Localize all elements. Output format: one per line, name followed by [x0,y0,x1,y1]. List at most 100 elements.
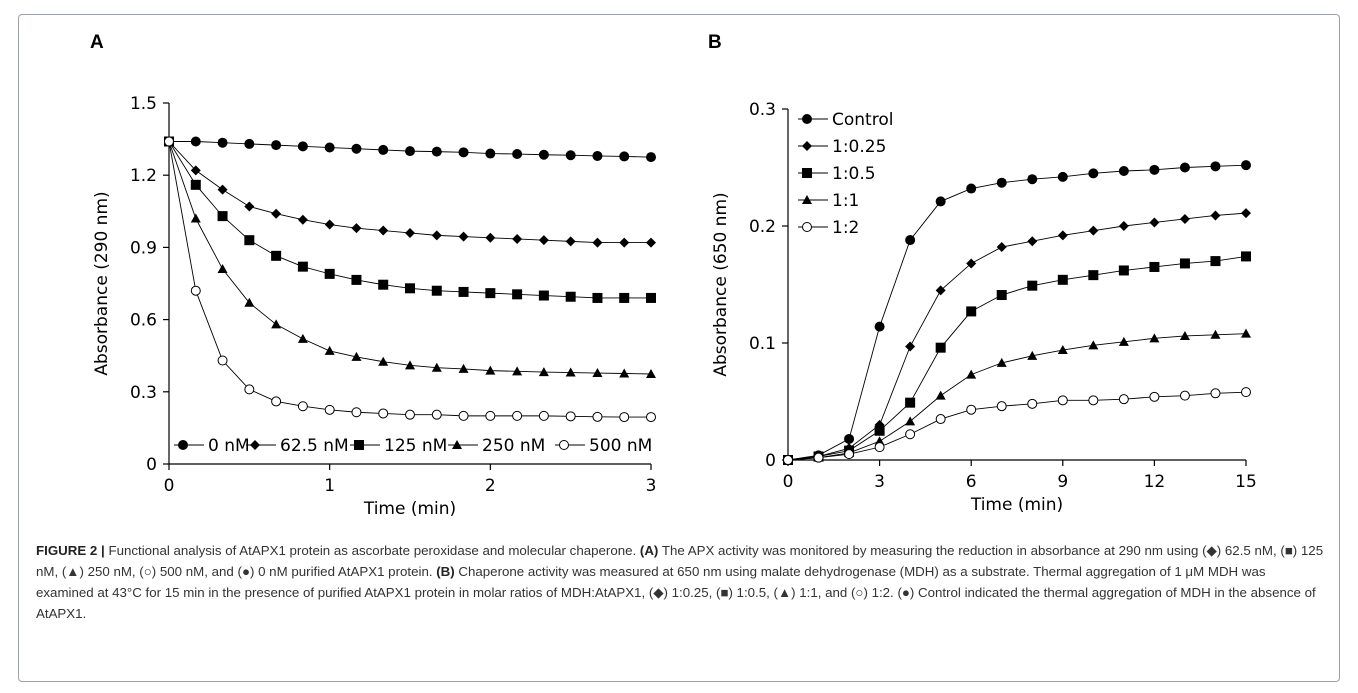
chart-b-x-tick-label: 6 [966,472,977,492]
chart-a-data-point [218,264,228,273]
chart-a-data-point [539,291,549,301]
chart-b-data-point [1149,165,1159,175]
chart-a-data-point [271,251,281,261]
chart-a-data-point [459,287,469,297]
chart-a-data-point [271,140,281,150]
chart-a-data-point [512,149,522,159]
chart-b-data-point [1241,160,1251,170]
chart-b-data-point [966,306,976,316]
chart-b-data-point [1058,396,1067,405]
chart-a-data-point [566,150,576,160]
chart-a-data-point [485,288,495,298]
chart-b-legend-label: 1:0.5 [832,164,876,184]
chart-a-series [164,137,656,163]
chart-b-data-point [1058,172,1068,182]
chart-a-data-point [191,214,201,223]
chart-a-data-point [379,409,388,418]
chart-b-data-point [997,290,1007,300]
chart-a-series [164,137,656,378]
chart-a-data-point [351,223,361,233]
chart-b-x-tick-label: 9 [1057,472,1068,492]
chart-a-data-point [619,293,629,303]
chart-b-legend-marker [802,168,812,178]
chart-a-data-point [244,139,254,149]
chart-a-legend-marker [178,440,188,450]
chart-b-data-point [1089,396,1098,405]
chart-b-data-point [1028,399,1037,408]
chart-a-data-point [244,298,254,307]
chart-a-legend-marker [250,440,260,450]
chart-b-data-point [1242,388,1251,397]
chart-b-data-point [845,450,854,459]
chart-a-data-point [646,152,656,162]
chart-a-series-line [169,142,651,298]
chart-b-data-point [905,416,915,425]
chart-b-data-point [906,430,915,439]
chart-b-data-point [1027,236,1037,246]
panel-label-a: A [90,32,104,53]
chart-a-data-point [592,293,602,303]
chart-a-data-point [485,233,495,243]
chart-a-series-line [169,142,651,418]
chart-b-legend-label: Control [832,110,893,130]
chart-a-data-point [539,150,549,160]
chart-b-data-point [1119,166,1129,176]
chart-a-data-point [245,385,254,394]
chart-a-data-point [539,235,549,245]
chart-b-data-point [1210,161,1220,171]
chart-a-data-point [539,411,548,420]
chart-a-legend-marker [354,440,364,450]
chart-a-data-point [486,411,495,420]
chart-b-series [784,388,1251,465]
chart-a-data-point [592,238,602,248]
panel-label-b: B [708,32,722,53]
chart-b-data-point [875,443,884,452]
chart-a-y-tick-label: 0.9 [130,238,157,258]
chart-b-data-point [1180,391,1189,400]
chart-a-data-point [351,275,361,285]
plot-area-a: 0 0.3 0.6 0.9 1.2 1.5 0 1 2 3 Time (min) Absorbance… [92,94,656,519]
chart-a-data-point [218,356,227,365]
chart-a-data-point [325,143,335,153]
chart-b-legend-marker [803,223,812,232]
chart-b-y-axis-title: Absorbance (650 nm) [711,192,731,376]
chart-b-y-tick-label: 0.2 [749,217,776,237]
chart-a-data-point [432,286,442,296]
chart-b-data-point [967,405,976,414]
chart-a-data-point [459,232,469,242]
chart-b-x-tick-label: 15 [1235,472,1257,492]
chart-a-data-point [191,286,200,295]
chart-a-series [164,137,656,303]
chart-a-data-point [191,137,201,147]
chart-a-legend-label: 125 nM [384,436,447,456]
chart-a-data-point [485,149,495,159]
chart-a-data-point [566,292,576,302]
chart-b-legend-label: 1:2 [832,218,859,238]
chart-b-x-tick-label: 12 [1144,472,1166,492]
chart-b-data-point [966,184,976,194]
chart-b-x-axis-title: Time (min) [970,495,1063,515]
chart-a-data-point [352,408,361,417]
chart-b-data-point [1119,221,1129,231]
chart-b-data-point [1058,275,1068,285]
chart-b-legend: Control 1:0.25 1:0.5 1:1 1:2 [798,110,893,238]
chart-a-data-point [272,397,281,406]
chart-a-legend: 0 nM 62.5 nM 125 nM 250 nM 500 nM [174,436,652,456]
chart-a-data-point [512,289,522,299]
chart-b-data-point [1027,174,1037,184]
chart-a-y-tick-label: 0 [146,455,157,475]
chart-b-y-tick-label: 0.3 [749,100,776,120]
chart-a-data-point [646,293,656,303]
chart-b-data-point [1149,262,1159,272]
chart-b-y-tick-label: 0.1 [749,334,776,354]
chart-a-x-tick-label: 0 [164,476,175,496]
chart-a-data-point [298,334,308,343]
chart-b-data-point [814,453,823,462]
chart-b-data-point [905,398,915,408]
plot-area-b: 00.10.20.30 3 6 9 12 15Time (min)Absorbance (… [711,100,1257,515]
chart-a-data-point [592,151,602,161]
chart-a-data-point [432,230,442,240]
chart-a-y-axis-title: Absorbance (290 nm) [92,191,112,375]
caption-label-b: (B) [436,564,454,579]
caption-figure-number: FIGURE 2 | [36,543,105,558]
